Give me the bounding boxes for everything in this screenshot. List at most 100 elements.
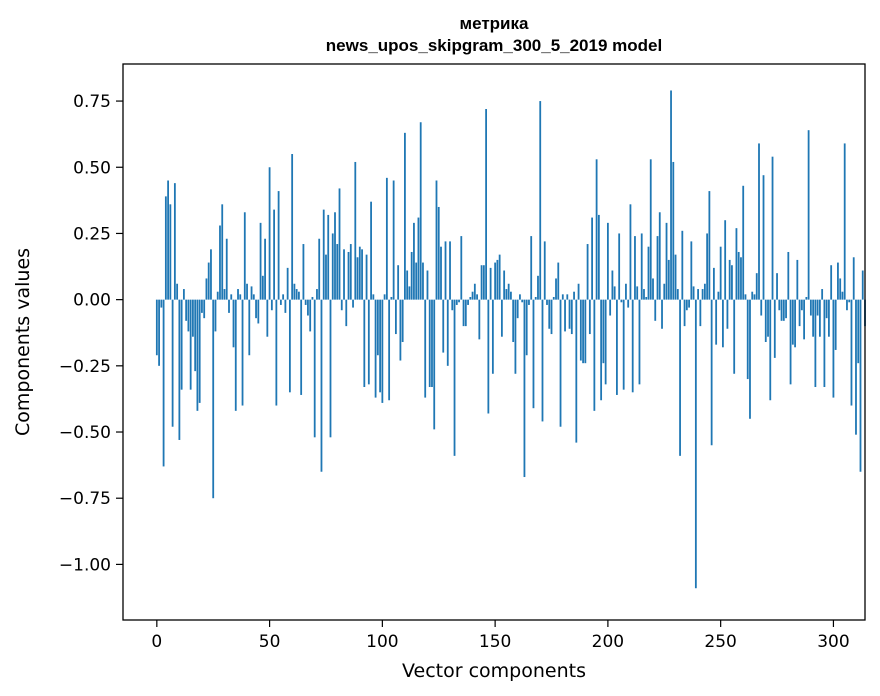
bar-component-188 [579, 299, 582, 361]
bar-component-254 [728, 259, 731, 300]
bar-component-226 [665, 222, 668, 300]
bar-component-205 [618, 233, 621, 300]
bar-component-120 [426, 270, 429, 300]
bar-component-227 [667, 259, 670, 300]
bar-component-17 [194, 299, 197, 372]
bar-component-290 [809, 299, 812, 316]
bar-component-52 [273, 209, 275, 300]
y-tick-label: 0.75 [73, 92, 111, 112]
bar-component-32 [228, 299, 230, 313]
bar-component-45 [257, 299, 260, 324]
bar-component-298 [828, 299, 830, 337]
bar-component-121 [428, 299, 431, 388]
bar-component-204 [616, 299, 618, 395]
bar-component-240 [697, 289, 699, 300]
bar-component-76 [327, 214, 330, 300]
bar-component-51 [270, 299, 273, 311]
bar-component-87 [352, 299, 354, 308]
bar-component-208 [625, 283, 627, 300]
bar-component-207 [622, 299, 625, 390]
bar-component-22 [205, 278, 208, 300]
bar-component-177 [555, 278, 557, 300]
bar-component-252 [724, 220, 727, 300]
bar-component-83 [343, 249, 345, 300]
bar-component-92 [363, 299, 366, 388]
plot-frame [122, 63, 866, 621]
bar-component-71 [316, 289, 318, 300]
bar-component-197 [600, 299, 603, 401]
bar-component-100 [381, 299, 384, 403]
bar-component-303 [839, 278, 842, 300]
bar-component-126 [440, 246, 442, 300]
bar-component-64 [300, 299, 303, 395]
bar-component-95 [370, 201, 372, 300]
y-tick-label: −0.25 [59, 357, 111, 377]
bar-component-147 [487, 299, 490, 414]
bar-component-33 [230, 294, 233, 300]
bar-component-249 [717, 291, 720, 300]
bar-component-220 [652, 278, 654, 300]
bar-component-25 [212, 299, 215, 499]
bar-component-139 [469, 296, 472, 300]
bar-component-97 [374, 299, 377, 398]
bar-component-186 [575, 299, 578, 443]
bar-component-70 [313, 299, 316, 438]
bar-component-7 [171, 299, 174, 427]
bar-component-73 [320, 299, 323, 472]
bar-component-295 [821, 289, 824, 300]
bar-component-114 [413, 222, 415, 300]
bar-component-224 [661, 299, 663, 329]
bar-component-283 [794, 299, 796, 348]
bar-component-212 [634, 236, 636, 300]
bar-component-106 [394, 299, 397, 335]
bar-component-19 [198, 299, 201, 403]
bar-component-127 [442, 299, 445, 353]
bar-component-85 [347, 251, 350, 300]
bar-component-169 [537, 275, 539, 300]
x-tick-label: 50 [259, 632, 281, 652]
bar-component-241 [699, 299, 702, 327]
bar-component-80 [336, 244, 339, 300]
bar-component-31 [225, 238, 228, 300]
bar-component-40 [246, 283, 248, 300]
bar-component-284 [796, 259, 799, 300]
bar-component-247 [712, 267, 715, 300]
bar-component-157 [510, 291, 512, 300]
bar-component-173 [546, 299, 548, 305]
bar-component-129 [446, 299, 449, 366]
bar-component-174 [548, 299, 551, 329]
bar-component-272 [769, 299, 772, 401]
bar-component-144 [480, 265, 483, 300]
bar-component-78 [331, 233, 334, 300]
bar-component-16 [192, 299, 194, 337]
bar-component-165 [528, 299, 530, 305]
bar-component-268 [760, 299, 763, 316]
bar-component-166 [530, 236, 533, 300]
bar-component-312 [859, 299, 862, 472]
bar-component-306 [846, 299, 848, 311]
y-tick-label: −1.00 [59, 555, 111, 575]
bar-component-304 [841, 291, 844, 300]
bar-component-281 [789, 299, 792, 385]
bar-component-279 [785, 299, 787, 319]
bar-component-74 [322, 209, 325, 300]
bar-component-185 [573, 291, 575, 300]
bar-component-79 [334, 212, 336, 300]
bar-component-162 [521, 299, 524, 303]
bar-component-261 [744, 294, 747, 300]
bar-component-310 [855, 299, 857, 435]
bar-component-75 [325, 254, 327, 300]
bar-component-297 [825, 299, 828, 319]
x-axis-label: Vector components [402, 660, 586, 682]
bar-component-251 [722, 299, 724, 348]
bar-component-9 [176, 283, 179, 300]
bar-component-98 [376, 299, 379, 356]
bar-component-66 [304, 299, 307, 305]
bar-component-271 [767, 299, 769, 337]
bar-component-148 [489, 267, 492, 300]
bar-component-6 [169, 204, 172, 300]
bar-component-57 [284, 299, 287, 313]
bar-component-155 [505, 289, 508, 300]
bar-component-203 [613, 286, 616, 300]
